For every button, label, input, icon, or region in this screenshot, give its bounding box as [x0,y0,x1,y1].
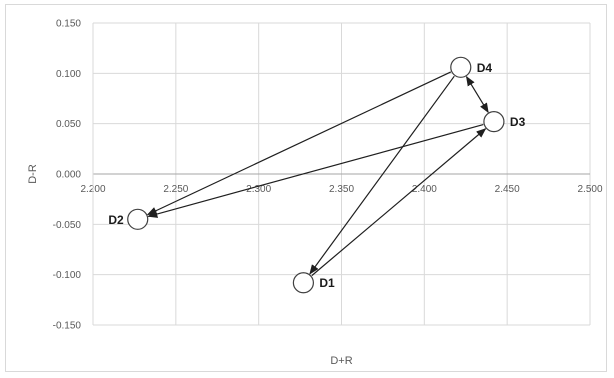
x-tick-label: 2.250 [163,184,188,195]
arrow-d4-to-d3 [465,75,489,114]
point-marker-d1 [292,272,314,294]
axes: 2.200 2.250 2.300 2.350 2.400 2.450 2.5000.150… [53,19,603,332]
point-label-d2: D2 [108,213,124,227]
y-tick-label: -0.100 [53,270,82,281]
arrow-d1-to-d3 [311,128,487,277]
x-tick-label: 2.300 [246,184,271,195]
y-axis-title: D-R [27,164,39,184]
y-tick-label: 0.050 [56,119,81,130]
y-tick-label: 0.100 [56,69,81,80]
y-tick-label: 0.000 [56,170,81,181]
point-label-d1: D1 [319,276,335,290]
arrows [146,71,489,277]
point-label-d4: D4 [477,61,493,75]
y-tick-label: -0.050 [53,220,82,231]
x-tick-label: 2.400 [412,184,437,195]
point-marker-d3 [483,111,505,133]
point-marker-d2 [127,208,149,230]
y-tick-label: 0.150 [56,19,81,30]
x-tick-label: 2.350 [329,184,354,195]
arrow-d4-to-d1 [309,75,455,275]
data-points: D1 D2 D3 D4 [108,56,526,294]
point-label-d3: D3 [510,115,526,129]
x-tick-label: 2.500 [577,184,602,195]
x-tick-label: 2.450 [495,184,520,195]
x-axis-title: D+R [330,355,352,367]
y-tick-label: -0.150 [53,321,82,332]
point-marker-d4 [450,56,472,78]
arrow-d3-to-d2 [147,123,484,218]
arrow-d4-to-d2 [146,71,452,216]
